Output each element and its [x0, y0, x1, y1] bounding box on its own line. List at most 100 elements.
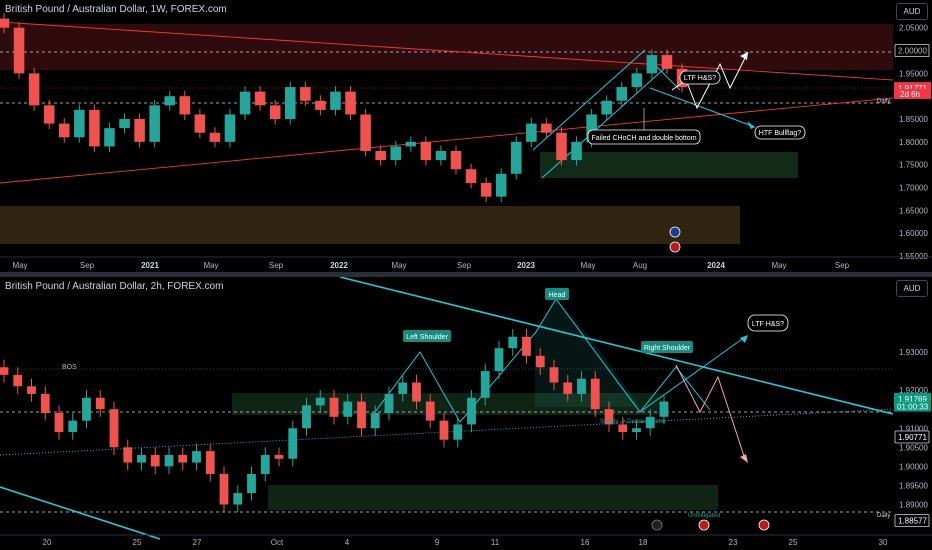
- daily-tag-weekly: Daily: [877, 98, 890, 104]
- x-tick-label-2h: 27: [193, 538, 202, 547]
- event-marker-icon: [698, 519, 710, 531]
- candle-body-2h: [219, 474, 229, 505]
- candle-body-2h: [205, 451, 215, 474]
- head-shade: [535, 299, 640, 407]
- candle-body-weekly: [330, 91, 341, 110]
- x-tick-label-weekly: 2023: [517, 261, 535, 270]
- candle-body-2h: [535, 355, 545, 368]
- x-tick-label-2h: 25: [133, 538, 142, 547]
- x-tick-label-weekly: May: [203, 261, 218, 270]
- y-tick-label-weekly: 1.70000: [899, 184, 928, 193]
- supply-demand-zone: [232, 393, 662, 415]
- candle-body-weekly: [465, 169, 477, 183]
- candle-body-2h: [40, 393, 50, 413]
- x-tick-label-2h: 16: [581, 538, 590, 547]
- ascending-trendline-weekly: [0, 97, 894, 184]
- candle-body-weekly: [405, 141, 417, 147]
- channel-upper-weekly: [532, 49, 646, 151]
- x-tick-label-weekly: Sep: [835, 261, 850, 270]
- candle-body-2h: [604, 409, 614, 425]
- candle-body-2h: [494, 348, 504, 372]
- x-tick-label-weekly: Sep: [269, 261, 284, 270]
- annotation-box: [747, 314, 789, 332]
- candle-body-2h: [659, 401, 669, 417]
- candle-body-weekly: [571, 141, 582, 161]
- price-label-2h: 1.90771: [898, 433, 927, 442]
- candle-body-weekly: [74, 109, 85, 138]
- candle-body-2h: [274, 454, 284, 459]
- candle-body-2h: [398, 382, 408, 394]
- annotation-ltf-hs-weekly: LTF H&S?: [684, 75, 716, 82]
- green-zone-weekly: [540, 152, 798, 178]
- candle-body-weekly: [89, 109, 100, 147]
- candle-body-2h: [233, 493, 243, 505]
- candle-body-weekly: [164, 96, 176, 106]
- candle-body-2h: [260, 454, 270, 474]
- candle-body-2h: [123, 447, 133, 463]
- candle-body-weekly: [284, 87, 296, 120]
- projection-arrow-weekly: [740, 52, 748, 60]
- price-label-2h: 1.88577: [898, 517, 927, 526]
- candle-body-2h: [109, 409, 119, 448]
- candle-body-2h: [13, 374, 23, 387]
- candle-body-weekly: [556, 132, 567, 161]
- candle-body-2h: [563, 382, 573, 394]
- candle-body-2h: [192, 451, 201, 463]
- countdown-weekly: 2d 6h: [900, 90, 920, 99]
- y-tick-label-2h: 1.91000: [899, 424, 928, 433]
- candle-body-weekly: [28, 73, 40, 106]
- bearish-projection-arrow: [740, 454, 748, 463]
- candle-body-weekly: [601, 100, 612, 115]
- candle-body-weekly: [269, 105, 281, 120]
- two-hour-chart-canvas[interactable]: Head Left Shoulder Right Shoulder LTF H&S? B…: [0, 277, 932, 550]
- candle-body-weekly: [435, 150, 447, 161]
- candle-body-weekly: [631, 73, 643, 88]
- candle-body-2h: [247, 474, 256, 494]
- candle-body-weekly: [315, 100, 326, 110]
- x-tick-label-weekly: 2021: [141, 261, 159, 270]
- candle-body-2h: [370, 413, 380, 429]
- x-tick-label-weekly: May: [580, 261, 595, 270]
- annotation-head: Head: [549, 292, 566, 299]
- candle-body-2h: [577, 378, 586, 394]
- y-tick-label-2h: 1.90000: [899, 462, 928, 471]
- candle-body-weekly: [646, 55, 658, 74]
- candle-body-2h: [329, 397, 339, 417]
- candle-body-weekly: [239, 91, 251, 115]
- x-tick-label-weekly: 2022: [330, 261, 348, 270]
- y-tick-label-2h: 1.89500: [899, 481, 928, 490]
- currency-button-2h[interactable]: AUD: [896, 280, 928, 297]
- weekly-chart-pane[interactable]: British Pound / Australian Dollar, 1W, F…: [0, 0, 932, 272]
- candle-body-weekly: [480, 182, 492, 197]
- candle-body-2h: [508, 336, 518, 349]
- candle-body-2h: [425, 401, 435, 421]
- annotation-supply-demand: Supply -> Demand Zone: [600, 419, 666, 425]
- y-tick-label-weekly: 1.75000: [899, 161, 928, 170]
- y-tick-label-2h: 1.92000: [899, 386, 928, 395]
- candle-body-2h: [150, 454, 160, 467]
- pane-divider[interactable]: [0, 272, 932, 277]
- candle-body-2h: [384, 393, 394, 413]
- annotation-unmitigated: Unmitigated: [688, 513, 720, 519]
- x-tick-label-weekly: May: [771, 261, 786, 270]
- projection-arrow-2h: [740, 335, 748, 343]
- candle-body-2h: [439, 420, 449, 440]
- x-tick-label-2h: 30: [879, 538, 888, 547]
- two-hour-chart-pane[interactable]: British Pound / Australian Dollar, 2h, F…: [0, 277, 932, 550]
- candle-body-2h: [54, 413, 64, 433]
- projection-arrow-teal-weekly: [747, 121, 755, 129]
- candle-body-weekly: [586, 114, 597, 142]
- candle-body-weekly: [104, 128, 115, 147]
- currency-button-weekly[interactable]: AUD: [896, 3, 928, 20]
- price-label-2000: 2.00000: [898, 47, 927, 56]
- annotation-bos: BOS: [62, 364, 77, 371]
- candle-body-2h: [467, 397, 476, 425]
- candle-body-weekly: [345, 91, 356, 115]
- event-marker-icon: [669, 241, 681, 253]
- candle-body-weekly: [254, 91, 266, 106]
- chart-title-2h: British Pound / Australian Dollar, 2h, F…: [5, 281, 224, 292]
- candle-body-weekly: [194, 114, 206, 133]
- y-tick-label-weekly: 2.05000: [899, 24, 928, 33]
- candle-body-weekly: [13, 27, 25, 74]
- weekly-chart-canvas[interactable]: LTF H&S? HTF Bullflag? Failed CHoCH and do…: [0, 0, 932, 272]
